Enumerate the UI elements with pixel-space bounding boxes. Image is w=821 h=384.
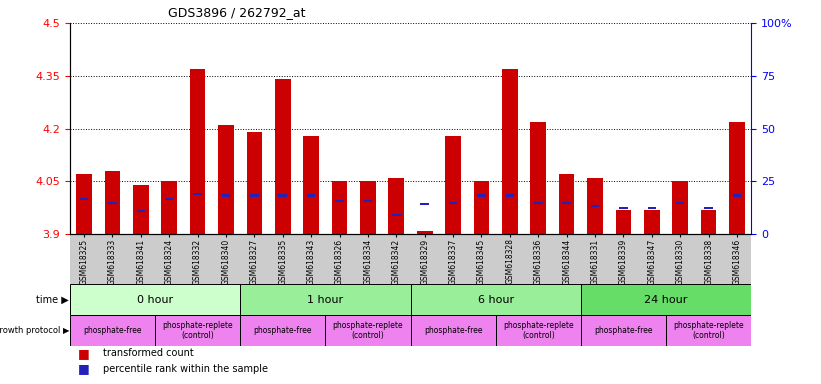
Bar <box>193 193 202 195</box>
Bar <box>644 210 659 234</box>
Bar <box>581 284 751 315</box>
Bar <box>307 194 315 197</box>
Bar <box>410 284 581 315</box>
Bar <box>648 207 656 209</box>
Bar <box>165 198 173 200</box>
Bar <box>364 200 372 202</box>
Bar <box>241 284 410 315</box>
Bar <box>108 202 117 204</box>
Bar <box>729 122 745 234</box>
Bar <box>704 207 713 209</box>
Bar <box>701 210 717 234</box>
Bar <box>733 194 741 197</box>
Bar <box>222 194 230 197</box>
Bar <box>410 315 496 346</box>
Text: time ▶: time ▶ <box>36 295 69 305</box>
Bar <box>190 69 205 234</box>
Bar <box>278 194 287 197</box>
Bar <box>496 315 581 346</box>
Bar <box>420 203 429 205</box>
Bar <box>616 210 631 234</box>
Text: phosphate-free: phosphate-free <box>254 326 312 335</box>
Bar <box>445 136 461 234</box>
Text: 6 hour: 6 hour <box>478 295 514 305</box>
Text: percentile rank within the sample: percentile rank within the sample <box>103 364 268 374</box>
Bar <box>241 315 325 346</box>
Bar <box>70 284 241 315</box>
Text: ■: ■ <box>78 362 89 375</box>
Bar <box>502 69 518 234</box>
Bar <box>218 125 234 234</box>
Text: phosphate-free: phosphate-free <box>424 326 483 335</box>
Bar <box>562 202 571 204</box>
Bar <box>392 214 401 216</box>
Text: growth protocol ▶: growth protocol ▶ <box>0 326 69 335</box>
Bar <box>449 202 457 204</box>
Bar <box>325 315 410 346</box>
Bar <box>672 182 688 234</box>
Text: phosphate-replete
(control): phosphate-replete (control) <box>673 321 744 340</box>
Bar <box>80 198 88 200</box>
Bar <box>360 182 376 234</box>
Bar <box>530 122 546 234</box>
Text: 0 hour: 0 hour <box>137 295 173 305</box>
Bar <box>303 136 319 234</box>
Bar <box>155 315 241 346</box>
Bar <box>162 182 177 234</box>
Bar <box>388 178 404 234</box>
Bar <box>70 315 155 346</box>
Bar <box>133 185 149 234</box>
Bar <box>587 178 603 234</box>
Text: phosphate-free: phosphate-free <box>594 326 653 335</box>
Bar <box>559 174 575 234</box>
Bar <box>104 171 120 234</box>
Text: phosphate-replete
(control): phosphate-replete (control) <box>503 321 574 340</box>
Bar <box>676 202 685 204</box>
Text: phosphate-replete
(control): phosphate-replete (control) <box>333 321 403 340</box>
Bar <box>136 210 145 212</box>
Text: 1 hour: 1 hour <box>307 295 343 305</box>
Bar <box>619 207 628 209</box>
Text: ■: ■ <box>78 347 89 360</box>
Bar <box>332 182 347 234</box>
Bar <box>506 194 514 197</box>
Bar <box>666 315 751 346</box>
Text: transformed count: transformed count <box>103 348 194 358</box>
Bar <box>534 202 543 204</box>
Bar <box>250 194 259 197</box>
Bar <box>246 132 262 234</box>
Text: GDS3896 / 262792_at: GDS3896 / 262792_at <box>168 6 305 19</box>
Bar <box>581 315 666 346</box>
Bar <box>76 174 92 234</box>
Bar <box>474 182 489 234</box>
Bar <box>477 194 486 197</box>
Bar <box>275 79 291 234</box>
Text: 24 hour: 24 hour <box>644 295 688 305</box>
Bar <box>335 200 344 202</box>
Bar <box>417 231 433 234</box>
Text: phosphate-replete
(control): phosphate-replete (control) <box>163 321 233 340</box>
Bar <box>591 205 599 207</box>
Text: phosphate-free: phosphate-free <box>83 326 142 335</box>
